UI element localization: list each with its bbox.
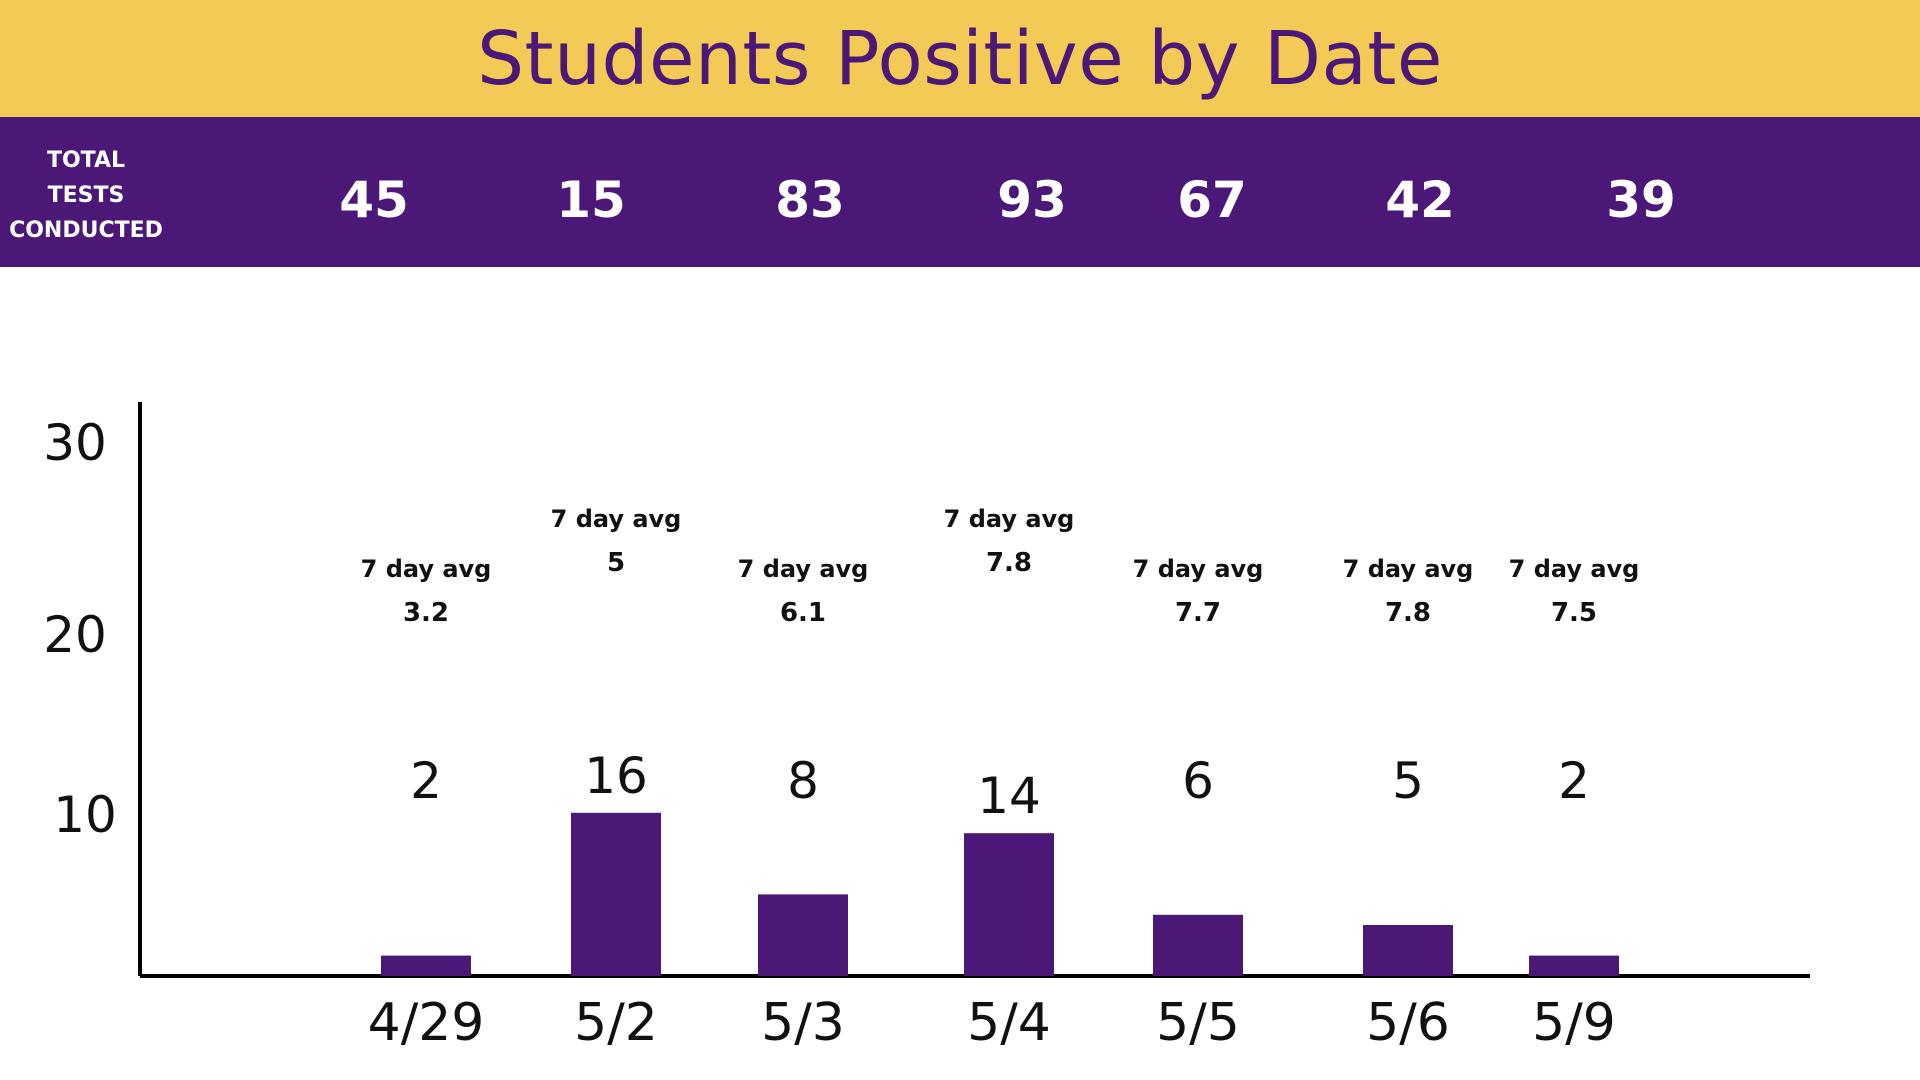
tests-count-5-5: 67 (1177, 171, 1247, 229)
tests-count-5-3: 83 (775, 171, 845, 229)
bar (1153, 914, 1243, 976)
x-tick-label: 5/5 (1156, 993, 1240, 1053)
bar-value-label: 8 (787, 752, 819, 810)
bar-value-label: 6 (1182, 752, 1214, 810)
seven-day-avg-value: 3.2 (403, 598, 449, 628)
total-tests-label-line: TOTAL (46, 148, 126, 173)
seven-day-avg-value: 6.1 (780, 598, 826, 628)
y-tick-label: 20 (43, 606, 107, 664)
bar-value-label: 2 (1558, 752, 1590, 810)
total-tests-label: TOTAL TESTS CONDUCTED (0, 143, 172, 248)
seven-day-avg-title: 7 day avg (1343, 555, 1474, 583)
y-tick-label: 10 (53, 786, 117, 844)
bar (381, 955, 471, 976)
x-tick-label: 5/9 (1532, 993, 1616, 1053)
seven-day-avg-title: 7 day avg (738, 555, 869, 583)
total-tests-label-line: TESTS (47, 183, 125, 208)
y-tick-label: 30 (43, 414, 107, 472)
tests-count-4-29: 45 (339, 171, 409, 229)
tests-count-5-2: 15 (556, 171, 626, 229)
tests-count-5-9: 39 (1606, 171, 1676, 229)
bar (758, 894, 848, 976)
x-tick-label: 5/4 (967, 993, 1051, 1053)
tests-count-5-4: 93 (997, 171, 1067, 229)
bar (1529, 955, 1619, 976)
seven-day-avg-value: 7.7 (1175, 598, 1221, 628)
title-bar: Students Positive by Date (0, 0, 1920, 117)
tests-count-5-6: 42 (1385, 171, 1455, 229)
seven-day-avg-value: 7.8 (1385, 598, 1431, 628)
bar-value-label: 16 (584, 747, 648, 805)
total-tests-label-line: CONDUCTED (9, 218, 163, 243)
bar-value-label: 5 (1392, 752, 1424, 810)
bar-value-label: 2 (410, 752, 442, 810)
x-tick-label: 5/6 (1366, 993, 1450, 1053)
bar (964, 833, 1054, 976)
bar (1363, 925, 1453, 976)
seven-day-avg-title: 7 day avg (361, 555, 492, 583)
seven-day-avg-title: 7 day avg (1133, 555, 1264, 583)
x-tick-label: 5/2 (574, 993, 658, 1053)
seven-day-avg-value: 5 (607, 548, 625, 578)
x-tick-label: 5/3 (761, 993, 845, 1053)
seven-day-avg-title: 7 day avg (944, 505, 1075, 533)
seven-day-avg-title: 7 day avg (551, 505, 682, 533)
bar (571, 812, 661, 976)
seven-day-avg-title: 7 day avg (1509, 555, 1640, 583)
chart-title: Students Positive by Date (477, 15, 1443, 102)
bar-value-label: 14 (977, 767, 1041, 825)
seven-day-avg-value: 7.8 (986, 548, 1032, 578)
seven-day-avg-value: 7.5 (1551, 598, 1597, 628)
total-tests-band (0, 117, 1920, 267)
x-tick-label: 4/29 (368, 993, 485, 1053)
